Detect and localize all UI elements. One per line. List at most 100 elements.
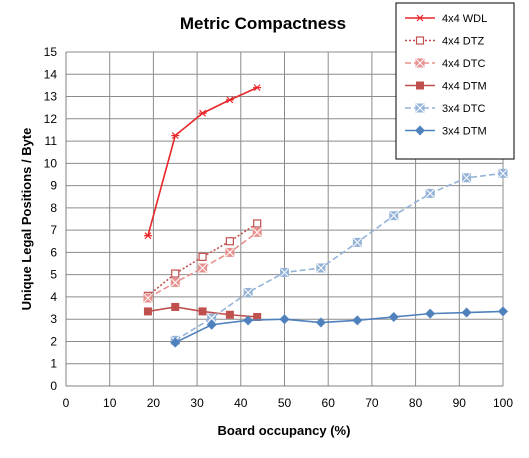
marker-stroke: [171, 132, 179, 139]
marker-stroke: [207, 313, 217, 323]
y-tick-label: 13: [44, 90, 58, 104]
x-tick-label: 20: [147, 396, 161, 410]
marker-stroke: [498, 168, 508, 178]
legend-label: 3x4 DTM: [442, 126, 487, 138]
data-point: [352, 315, 363, 326]
x-tick-label: 80: [409, 396, 423, 410]
marker-stroke: [225, 248, 235, 257]
legend-entry: 4x4 WDL: [405, 13, 487, 25]
legend-label: 4x4 WDL: [442, 13, 487, 25]
marker-stroke: [415, 58, 425, 68]
marker-stroke: [425, 189, 435, 198]
marker-stroke: [415, 103, 425, 113]
legend-label: 3x4 DTC: [442, 103, 485, 115]
x-tick-label: 70: [365, 396, 379, 410]
x-tick-label: 90: [453, 396, 467, 410]
data-point: [198, 252, 207, 261]
legend-entry: 3x4 DTC: [405, 103, 485, 115]
marker-shape: [498, 306, 508, 317]
legend-entry: 4x4 DTM: [405, 81, 487, 93]
marker-shape: [243, 315, 254, 326]
marker-stroke: [352, 238, 362, 247]
x-axis-title: Board occupancy (%): [218, 423, 351, 438]
data-point: [225, 96, 234, 104]
marker-shape: [198, 307, 207, 316]
data-point: [171, 132, 180, 139]
marker-shape: [352, 315, 363, 326]
data-point: [198, 263, 208, 273]
data-point: [425, 308, 436, 319]
data-point: [279, 314, 290, 325]
data-point: [143, 307, 152, 316]
data-point: [198, 307, 207, 316]
series-2: [143, 227, 262, 303]
data-point: [388, 311, 399, 322]
marker-shape: [415, 125, 425, 136]
marker-stroke: [243, 288, 253, 297]
data-point: [207, 313, 217, 323]
data-point: [315, 317, 326, 328]
marker-shape: [425, 308, 436, 319]
data-point: [280, 267, 289, 277]
legend-entry: 4x4 DTC: [405, 58, 485, 70]
marker-shape: [170, 337, 181, 348]
data-point: [425, 188, 435, 198]
data-point: [252, 227, 262, 237]
y-axis-title: Unique Legal Positions / Byte: [19, 128, 34, 311]
series-5: [170, 306, 508, 348]
marker-stroke: [143, 293, 153, 303]
marker-shape: [253, 219, 262, 228]
marker-shape: [225, 237, 234, 246]
y-tick-label: 3: [50, 312, 57, 326]
y-tick-label: 0: [50, 379, 57, 393]
series-1: [143, 219, 262, 300]
data-point: [206, 319, 217, 330]
marker-shape: [388, 311, 399, 322]
marker-shape: [171, 302, 180, 311]
y-tick-label: 9: [50, 179, 57, 193]
y-tick-label: 11: [45, 134, 58, 148]
data-point: [253, 219, 262, 228]
y-tick-label: 14: [44, 67, 58, 81]
marker-stroke: [253, 84, 261, 92]
data-point: [198, 109, 207, 117]
series-4: [170, 168, 508, 345]
y-tick-label: 1: [50, 357, 57, 371]
marker-shape: [143, 307, 152, 316]
data-point: [225, 237, 234, 246]
y-tick-label: 5: [50, 268, 57, 282]
data-point: [498, 306, 508, 317]
data-point: [389, 211, 399, 221]
y-tick-label: 12: [44, 112, 58, 126]
y-tick-label: 2: [50, 334, 57, 348]
data-point: [170, 277, 180, 287]
data-point: [316, 263, 326, 273]
marker-stroke: [226, 96, 234, 104]
data-point: [243, 315, 254, 326]
chart-title: Metric Compactness: [180, 14, 346, 33]
marker-shape: [416, 81, 424, 90]
data-point: [461, 307, 472, 318]
x-tick-label: 60: [322, 396, 336, 410]
data-point: [352, 237, 362, 247]
marker-shape: [315, 317, 326, 328]
y-tick-label: 15: [44, 45, 58, 59]
marker-stroke: [316, 263, 326, 273]
series-line: [174, 172, 504, 342]
data-point: [170, 337, 181, 348]
x-tick-label: 100: [493, 396, 513, 410]
marker-stroke: [144, 232, 152, 240]
legend-label: 4x4 DTM: [442, 81, 487, 93]
legend-entry: 3x4 DTM: [405, 125, 487, 138]
data-point: [253, 84, 262, 92]
series-line: [174, 310, 504, 344]
marker-stroke: [389, 211, 399, 221]
data-point: [225, 247, 235, 257]
marker-stroke: [416, 14, 424, 22]
data-point: [243, 287, 253, 297]
data-point: [225, 310, 234, 319]
y-tick-label: 10: [44, 156, 58, 170]
data-point: [171, 302, 180, 311]
data-point: [143, 232, 152, 240]
